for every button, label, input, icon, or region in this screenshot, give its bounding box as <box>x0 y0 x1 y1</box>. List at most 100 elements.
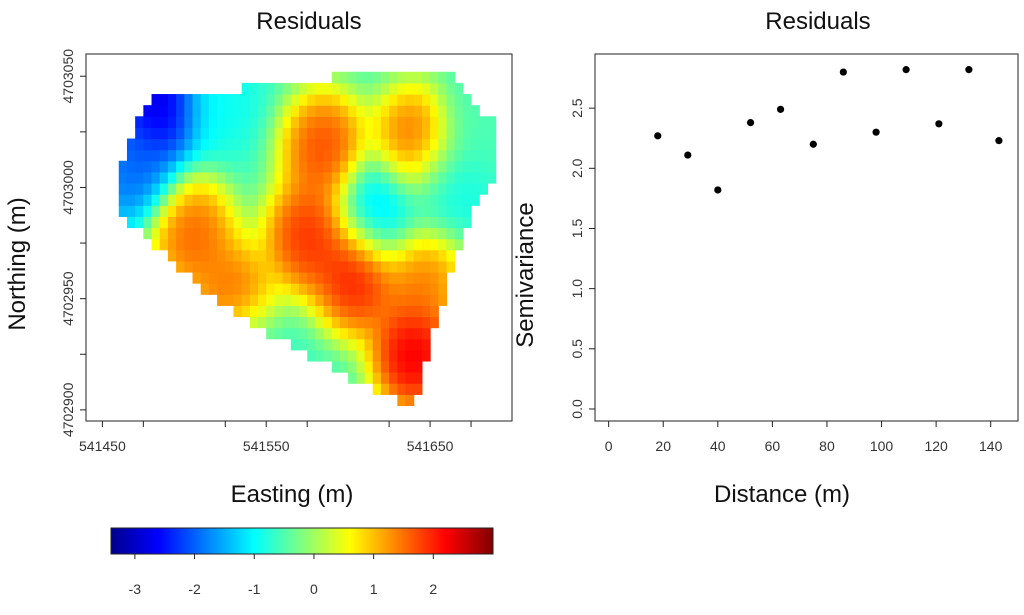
map-cell <box>184 238 194 251</box>
map-cell <box>372 283 382 295</box>
map-cell <box>282 149 292 162</box>
map-cell <box>118 160 128 173</box>
map-cell <box>217 138 226 151</box>
map-cell <box>176 205 185 217</box>
map-cell <box>266 271 276 284</box>
map-cell <box>454 105 464 117</box>
map-cell <box>405 205 415 217</box>
colorbar-ticks: -3 -2 -1 0 1 2 <box>129 554 437 597</box>
map-cell <box>364 294 374 306</box>
map-cell <box>372 249 382 262</box>
variogram-point <box>776 105 785 113</box>
map-cell <box>339 82 349 95</box>
map-cell <box>348 205 357 217</box>
map-cell <box>323 82 333 95</box>
map-cell <box>438 194 448 206</box>
map-cell <box>217 260 226 273</box>
map-cell <box>462 105 472 117</box>
map-cell <box>389 271 398 284</box>
map-cell <box>315 105 325 117</box>
map-cell <box>217 194 226 206</box>
map-cell <box>364 71 374 84</box>
map-cell <box>282 138 292 151</box>
map-cell <box>364 216 374 229</box>
map-cell <box>364 238 374 251</box>
map-cell <box>307 249 316 262</box>
variogram-y-tick-label: 2.0 <box>569 158 585 178</box>
map-cell <box>225 94 235 106</box>
map-cell <box>438 283 448 295</box>
map-cell <box>135 149 144 162</box>
map-cell <box>397 372 407 384</box>
map-cell <box>151 205 161 217</box>
map-cell <box>290 82 300 95</box>
map-cell <box>176 149 185 162</box>
map-cell <box>372 349 382 362</box>
map-cell <box>397 383 407 395</box>
map-cell <box>135 138 144 151</box>
map-cell <box>430 260 439 273</box>
map-cell <box>290 205 300 217</box>
map-cell <box>266 305 276 318</box>
map-cell <box>176 194 185 206</box>
map-cell <box>331 205 341 217</box>
map-cell <box>380 149 390 162</box>
map-cell <box>421 82 431 95</box>
map-cell <box>372 149 382 162</box>
map-cell <box>438 271 448 284</box>
map-cell <box>143 138 153 151</box>
map-cell <box>233 271 243 284</box>
map-cell <box>389 138 398 151</box>
map-cell <box>258 105 267 117</box>
map-cell <box>208 149 218 162</box>
map-cell <box>380 383 390 395</box>
map-cell <box>307 138 316 151</box>
map-cell <box>208 138 218 151</box>
map-cell <box>159 227 169 240</box>
map-cell <box>462 94 472 106</box>
map-cell <box>397 82 407 95</box>
map-cell <box>290 138 300 151</box>
map-cell <box>192 194 202 206</box>
map-cell <box>364 305 374 318</box>
map-cell <box>167 171 177 184</box>
map-cell <box>380 183 390 195</box>
map-cell <box>315 283 325 295</box>
map-cell <box>479 127 489 140</box>
map-cell <box>430 194 439 206</box>
map-cell <box>372 105 382 117</box>
map-cell <box>405 327 415 340</box>
map-cell <box>430 138 439 151</box>
map-cell <box>159 138 169 151</box>
map-cell <box>389 338 398 351</box>
map-cell <box>315 271 325 284</box>
map-cell <box>372 82 382 95</box>
map-cell <box>151 194 161 206</box>
map-cell <box>446 82 456 95</box>
map-cell <box>462 138 472 151</box>
map-cell <box>405 238 415 251</box>
map-cell <box>446 183 456 195</box>
map-cell <box>307 171 316 184</box>
map-cell <box>397 283 407 295</box>
map-cell <box>258 271 267 284</box>
map-cell <box>430 205 439 217</box>
map-cell <box>225 160 235 173</box>
map-cell <box>389 327 398 340</box>
map-cell <box>192 260 202 273</box>
map-cell <box>380 216 390 229</box>
map-cell <box>339 105 349 117</box>
map-cell <box>307 205 316 217</box>
map-cell <box>446 160 456 173</box>
map-cell <box>462 216 472 229</box>
map-cell <box>315 305 325 318</box>
map-cell <box>348 105 357 117</box>
map-cell <box>274 149 284 162</box>
map-cell <box>389 316 398 329</box>
map-cell <box>208 283 218 295</box>
map-cell <box>143 149 153 162</box>
map-cell <box>430 183 439 195</box>
map-cell <box>307 105 316 117</box>
map-cell <box>274 294 284 306</box>
map-cell <box>225 216 235 229</box>
